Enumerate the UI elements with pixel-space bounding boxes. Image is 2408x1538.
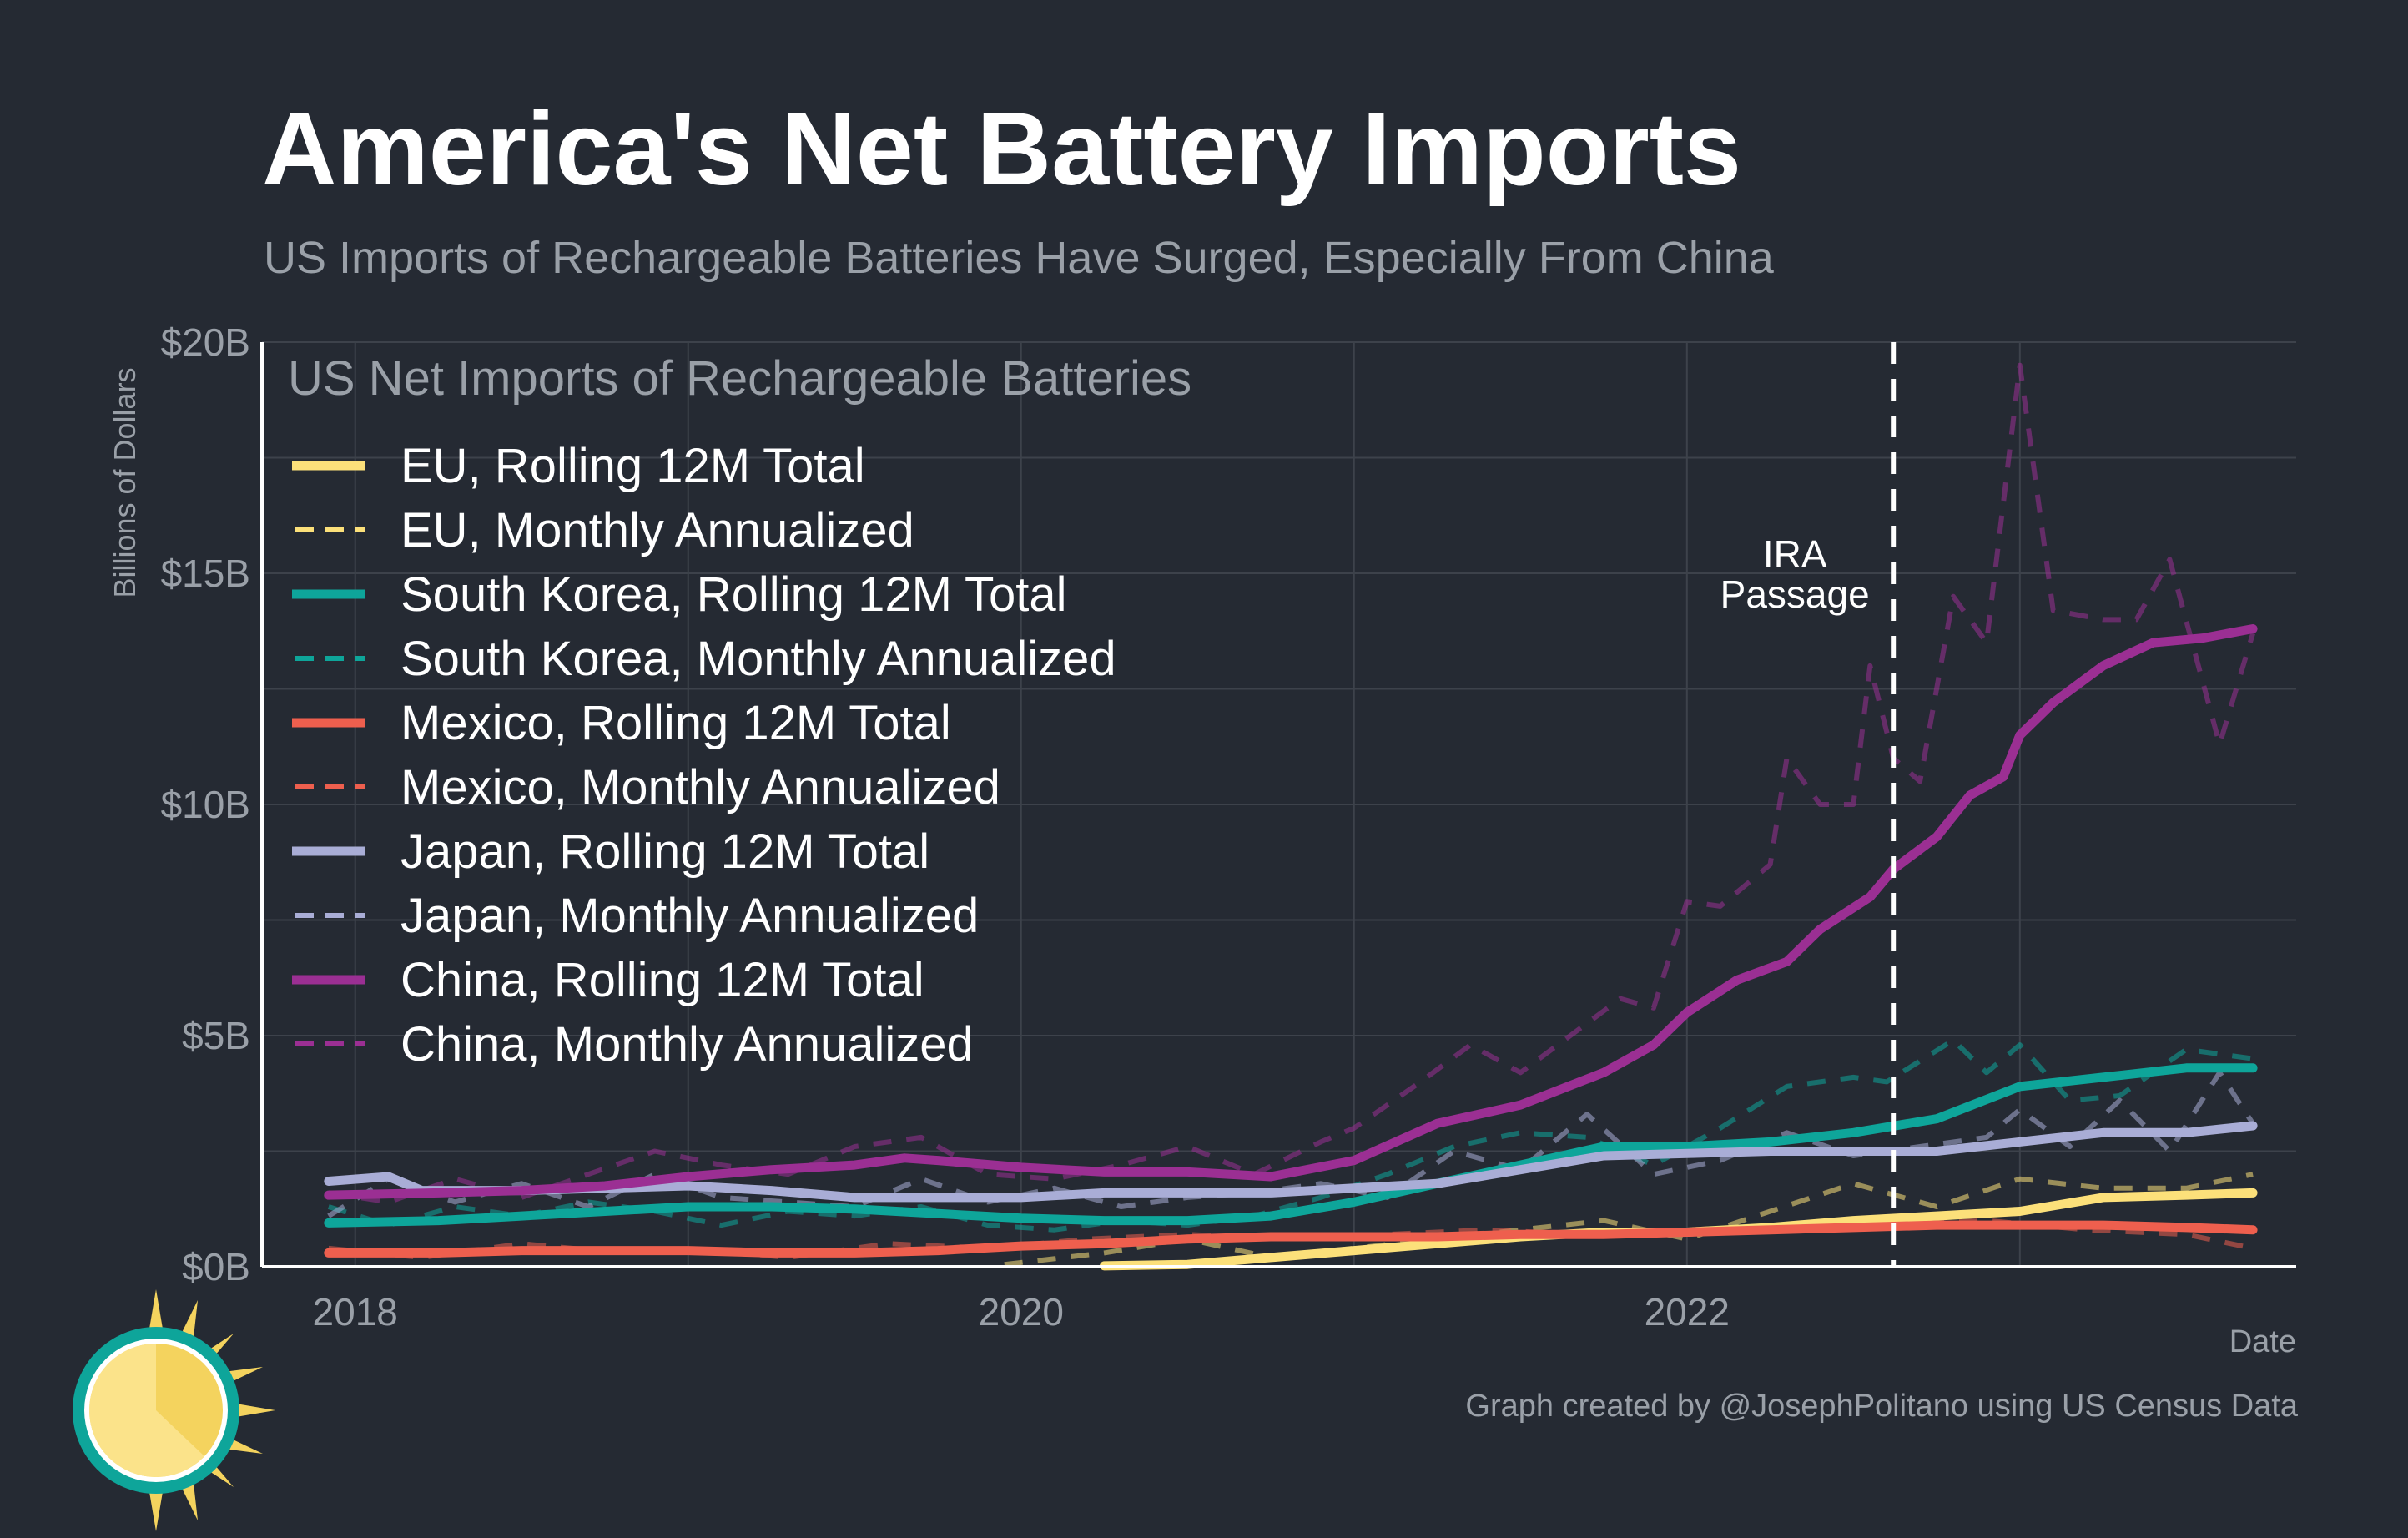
legend-swatch [292,589,365,599]
legend-label: EU, Rolling 12M Total [400,439,865,493]
x-tick-label: 2020 [979,1290,1064,1334]
grid-lines [262,341,2296,1268]
legend-swatch [292,718,365,728]
legend-swatch [292,461,365,471]
legend-item: Japan, Monthly Annualized [292,884,1116,948]
y-tick-label: $20B [161,320,250,364]
series-line-8 [324,624,2258,1200]
legend-label: Japan, Monthly Annualized [400,889,980,943]
y-tick-label: $10B [161,783,250,826]
sun-logo-icon [73,1289,275,1531]
legend-swatch [295,527,365,532]
y-tick-label: $15B [161,552,250,595]
legend-swatch [295,656,365,661]
series-line-4 [324,1220,2258,1258]
legend: EU, Rolling 12M Total EU, Monthly Annual… [292,434,1116,1077]
legend-item: South Korea, Rolling 12M Total [292,562,1116,627]
legend-item: China, Monthly Annualized [292,1012,1116,1077]
legend-item: China, Rolling 12M Total [292,948,1116,1012]
legend-item: Mexico, Rolling 12M Total [292,691,1116,755]
legend-label: China, Monthly Annualized [400,1017,974,1072]
legend-swatch [292,975,365,985]
legend-label: China, Rolling 12M Total [400,953,924,1007]
legend-label: Japan, Rolling 12M Total [400,824,930,879]
legend-item: EU, Monthly Annualized [292,498,1116,562]
y-tick-label: $5B [182,1014,250,1057]
legend-label: Mexico, Monthly Annualized [400,760,1000,814]
axes: $0B $5B $10B $15B $20B 2018 2020 2022 Billions o… [108,320,2296,1359]
y-axis-title: Billions of Dollars [108,367,142,598]
legend-item: Japan, Rolling 12M Total [292,819,1116,884]
legend-swatch [295,1041,365,1046]
source-caption: Graph created by @JosephPolitano using U… [1465,1389,2298,1424]
chart-subtitle: US Imports of Rechargeable Batteries Hav… [264,233,1774,283]
legend-swatch [295,913,365,918]
annotation-label: IRA [1763,532,1827,576]
annotation-label: Passage [1720,572,1870,616]
legend-label: EU, Monthly Annualized [400,503,914,557]
x-axis-title: Date [2229,1324,2296,1359]
legend-item: EU, Rolling 12M Total [292,434,1116,498]
legend-swatch [292,846,365,856]
chart-title: America's Net Battery Imports [262,92,1741,207]
legend-swatch [295,784,365,789]
x-tick-label: 2022 [1645,1290,1730,1334]
x-tick-label: 2018 [313,1290,398,1334]
legend-label: Mexico, Rolling 12M Total [400,696,951,750]
series-line-9 [328,362,2255,1205]
series-lines [324,362,2258,1271]
legend-item: South Korea, Monthly Annualized [292,627,1116,691]
legend-title: US Net Imports of Rechargeable Batteries [288,351,1192,406]
legend-label: South Korea, Rolling 12M Total [400,567,1067,622]
series-line-2 [324,1063,2258,1228]
y-tick-label: $0B [182,1245,250,1288]
legend-item: Mexico, Monthly Annualized [292,755,1116,819]
legend-label: South Korea, Monthly Annualized [400,632,1116,686]
